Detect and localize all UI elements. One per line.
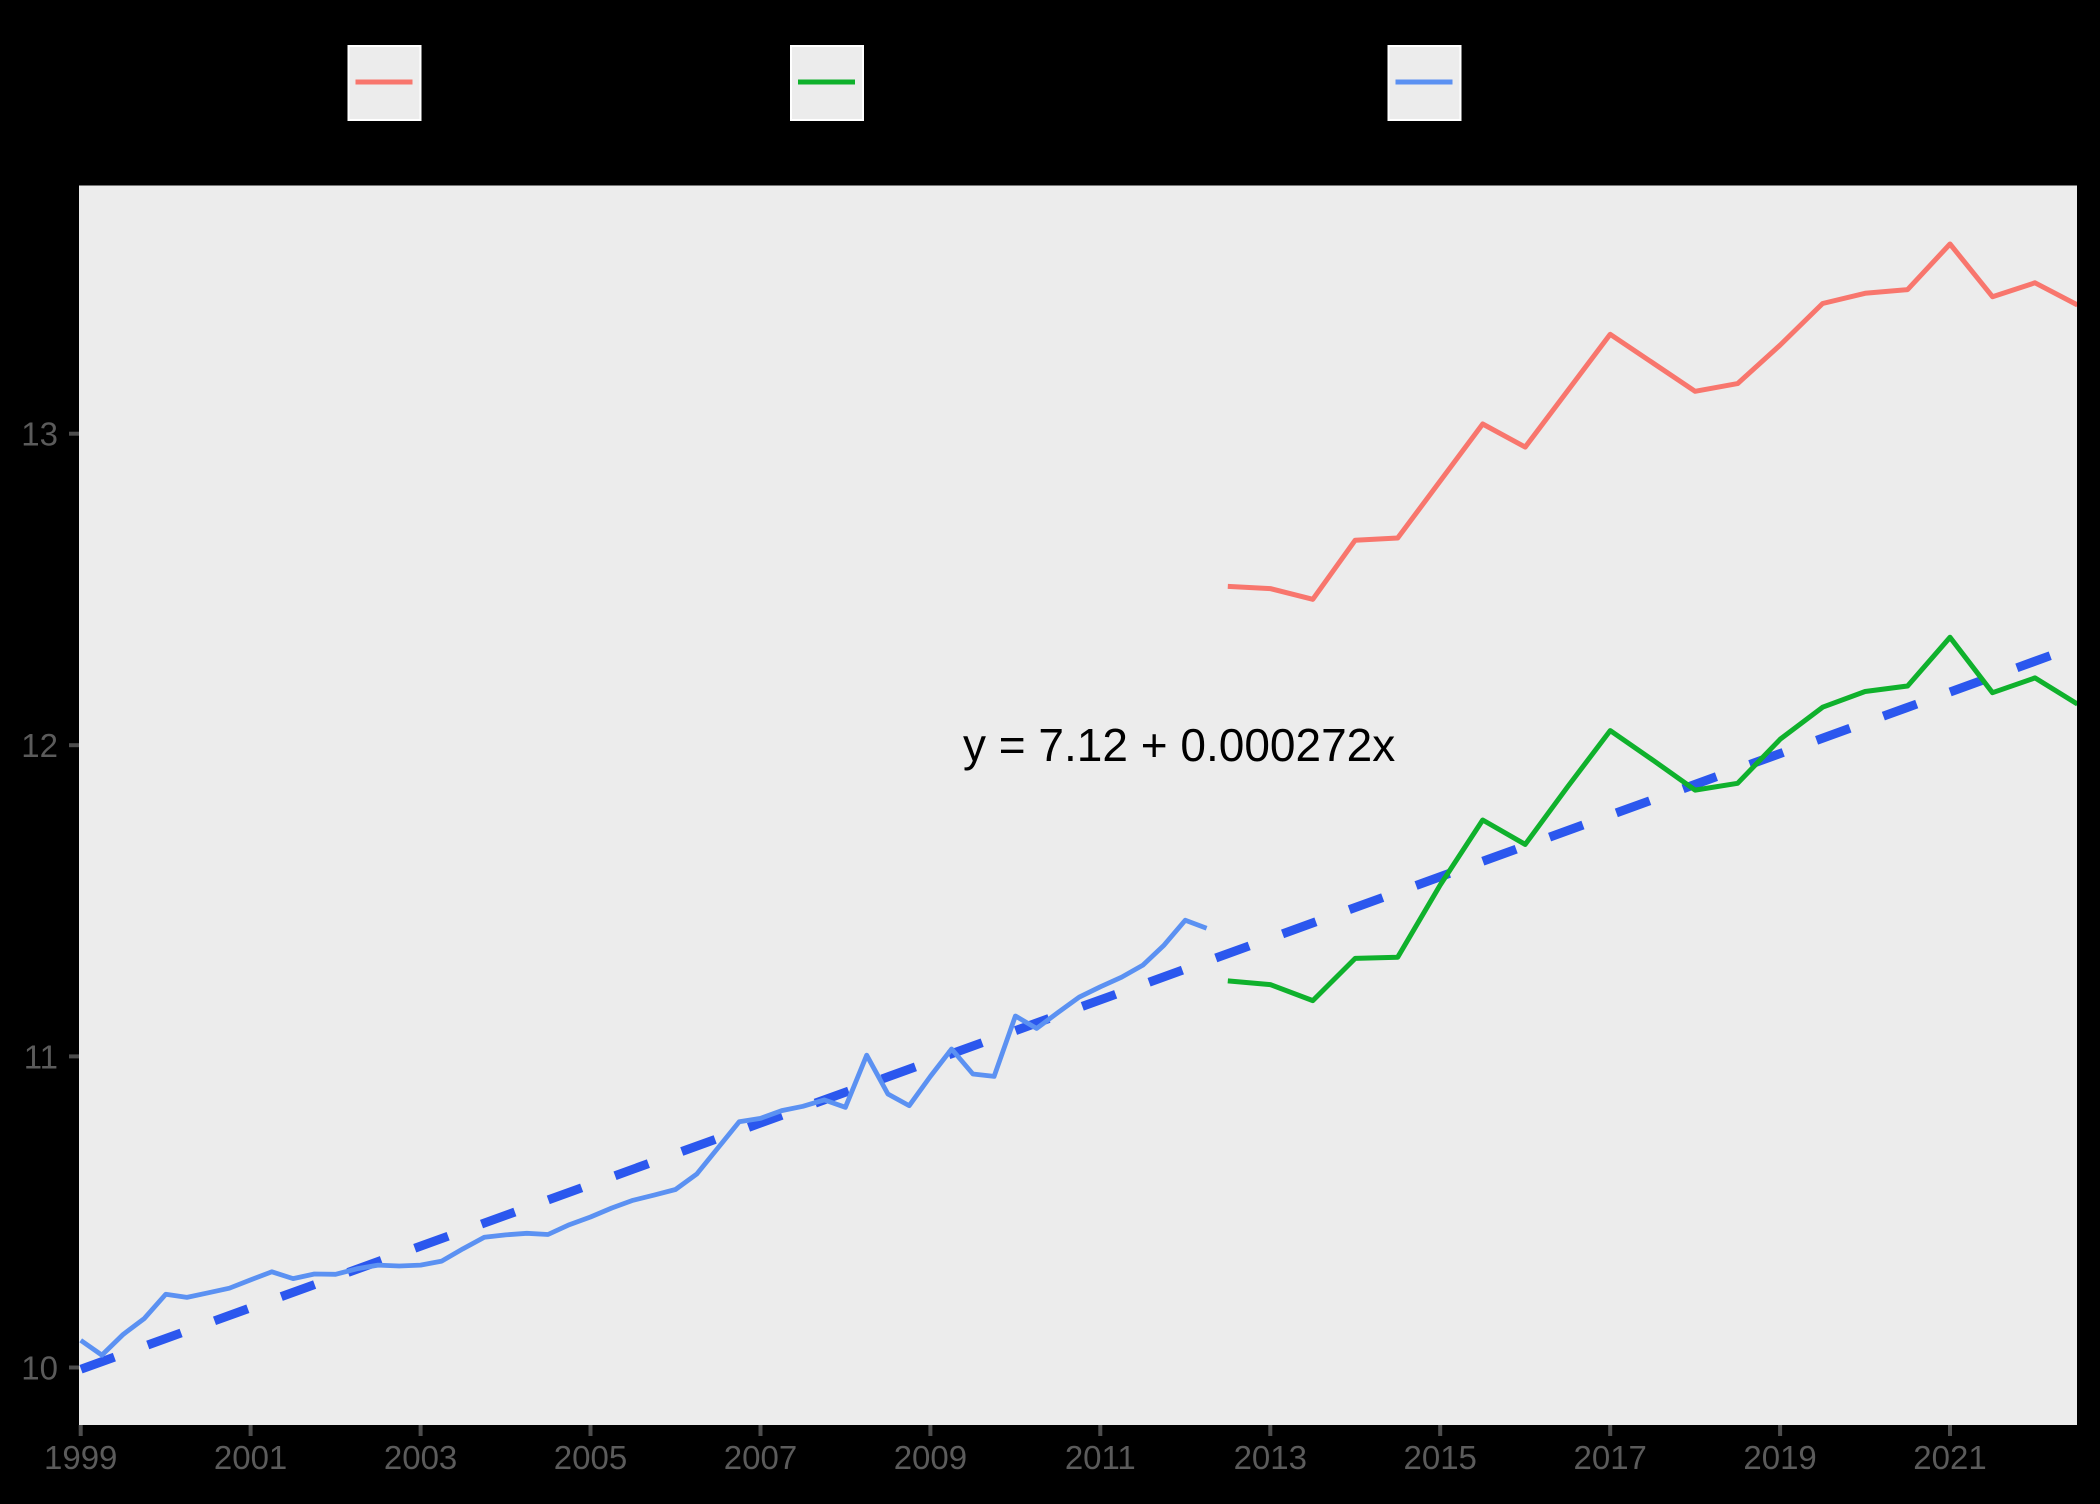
svg-text:2019: 2019: [1743, 1439, 1816, 1476]
svg-text:2017: 2017: [1573, 1439, 1646, 1476]
svg-text:2005: 2005: [554, 1439, 627, 1476]
svg-text:2013: 2013: [1234, 1439, 1307, 1476]
svg-text:2011: 2011: [1065, 1439, 1136, 1476]
svg-text:11: 11: [24, 1038, 58, 1075]
svg-text:y = 7.12 + 0.000272x: y = 7.12 + 0.000272x: [963, 719, 1395, 771]
svg-text:12: 12: [21, 727, 58, 764]
svg-text:2003: 2003: [384, 1439, 457, 1476]
svg-text:13: 13: [21, 416, 58, 453]
svg-text:1999: 1999: [44, 1439, 117, 1476]
svg-text:2009: 2009: [894, 1439, 967, 1476]
svg-text:2015: 2015: [1403, 1439, 1476, 1476]
svg-text:2007: 2007: [724, 1439, 797, 1476]
svg-text:10: 10: [21, 1350, 58, 1387]
svg-text:2001: 2001: [214, 1439, 287, 1476]
svg-text:2021: 2021: [1913, 1439, 1986, 1476]
